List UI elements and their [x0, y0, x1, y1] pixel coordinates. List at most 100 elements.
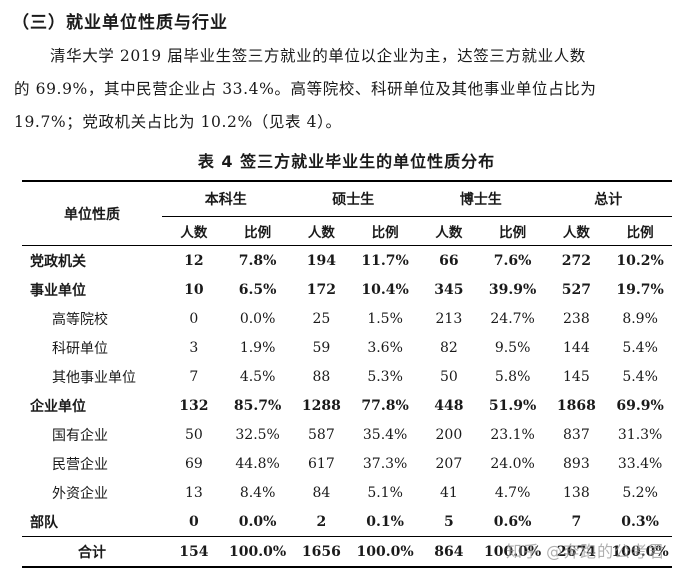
ratio-cell: 5.1%	[367, 484, 403, 501]
paragraph-line-3: 19.7%；党政机关占比为 10.2%（见表 4）。	[14, 113, 342, 131]
ratio-cell: 85.7%	[233, 397, 282, 414]
count-cell: 82	[439, 339, 458, 356]
count-cell: 41	[439, 484, 458, 501]
ratio-cell: 23.1%	[490, 426, 535, 443]
ratio-cell: 9.5%	[494, 339, 531, 356]
subheader-ratio: 比例	[353, 216, 417, 246]
count-cell: 13	[184, 484, 203, 501]
ratio-cell: 7.6%	[493, 252, 532, 269]
count-cell: 145	[563, 368, 590, 385]
row-label: 事业单位	[30, 282, 86, 299]
row-header-label: 单位性质	[22, 180, 162, 246]
watermark-text: 知乎 @奔跑的公考君	[506, 542, 666, 561]
table-row: 企业单位 132 85.7% 1288 77.8% 448 51.9% 1868 69.9%	[22, 391, 672, 420]
table-row: 外资企业 13 8.4% 84 5.1% 41 4.7% 138 5.2%	[22, 478, 672, 507]
ratio-cell: 10.4%	[361, 281, 409, 298]
table-title: 表 4 签三方就业毕业生的单位性质分布	[197, 152, 496, 171]
ratio-cell: 7.8%	[238, 252, 277, 269]
ratio-cell: 8.4%	[239, 484, 276, 501]
count-cell: 25	[312, 310, 331, 327]
ratio-cell: 0.0%	[238, 513, 277, 530]
count-cell: 132	[179, 397, 209, 414]
ratio-cell: 5.2%	[622, 484, 658, 501]
count-cell: 3	[189, 339, 199, 356]
group-header-doctoral: 博士生	[417, 180, 545, 217]
count-cell: 0	[189, 513, 199, 530]
count-cell: 207	[435, 455, 463, 472]
count-cell: 50	[439, 368, 458, 385]
ratio-cell: 5.4%	[622, 368, 658, 385]
section-heading: （三）就业单位性质与行业	[12, 13, 228, 33]
ratio-cell: 0.6%	[493, 513, 532, 530]
ratio-cell: 100.0%	[225, 536, 290, 568]
count-cell: 172	[306, 281, 336, 298]
count-cell: 1656	[289, 536, 354, 568]
ratio-cell: 4.7%	[494, 484, 531, 501]
ratio-cell: 5.4%	[622, 339, 658, 356]
ratio-cell: 77.8%	[361, 397, 409, 414]
ratio-cell: 33.4%	[617, 455, 663, 472]
ratio-cell: 32.5%	[235, 426, 280, 443]
subheader-ratio: 比例	[608, 216, 672, 246]
row-label: 合计	[22, 536, 162, 568]
count-cell: 587	[308, 426, 335, 443]
subheader-count: 人数	[417, 216, 481, 246]
ratio-cell: 5.8%	[494, 368, 531, 385]
table-row: 民营企业 69 44.8% 617 37.3% 207 24.0% 893 33.4%	[22, 449, 672, 478]
row-label: 高等院校	[52, 311, 108, 328]
ratio-cell: 8.9%	[622, 310, 658, 327]
ratio-cell: 3.6%	[367, 339, 403, 356]
ratio-cell: 37.3%	[362, 455, 408, 472]
count-cell: 2674	[544, 536, 609, 568]
table-row: 高等院校 0 0.0% 25 1.5% 213 24.7% 238 8.9%	[22, 304, 672, 333]
table-row: 合计 154 100.0% 1656 100.0% 864 100.0% 2674 100.0%	[22, 536, 672, 568]
ratio-cell: 39.9%	[488, 281, 537, 298]
ratio-cell: 10.2%	[616, 252, 664, 269]
row-label: 外资企业	[52, 485, 108, 502]
ratio-cell: 6.5%	[238, 281, 277, 298]
row-label: 科研单位	[52, 340, 108, 357]
row-label: 部队	[30, 514, 58, 531]
ratio-cell: 51.9%	[488, 397, 537, 414]
count-cell: 66	[439, 252, 459, 269]
subheader-ratio: 比例	[480, 216, 545, 246]
count-cell: 154	[162, 536, 226, 568]
count-cell: 88	[312, 368, 331, 385]
count-cell: 893	[563, 455, 590, 472]
count-cell: 527	[561, 281, 591, 298]
count-cell: 0	[189, 310, 199, 327]
paragraph-line-2: 的 69.9%，其中民营企业占 33.4%。高等院校、科研单位及其他事业单位占比…	[14, 80, 597, 98]
row-label: 党政机关	[30, 253, 86, 270]
ratio-cell: 31.3%	[617, 426, 663, 443]
count-cell: 837	[563, 426, 590, 443]
row-label: 国有企业	[52, 427, 108, 444]
subheader-count: 人数	[162, 216, 226, 246]
table-group-header-row: 单位性质 本科生 硕士生 博士生 总计	[22, 180, 672, 246]
count-cell: 138	[563, 484, 590, 501]
row-label: 民营企业	[52, 456, 108, 473]
ratio-cell: 44.8%	[235, 455, 280, 472]
count-cell: 7	[571, 513, 582, 530]
group-header-total: 总计	[544, 180, 672, 217]
table-row: 部队 0 0.0% 2 0.1% 5 0.6% 7 0.3%	[22, 507, 672, 537]
table-row: 其他事业单位 7 4.5% 88 5.3% 50 5.8% 145 5.4%	[22, 362, 672, 391]
ratio-cell: 0.1%	[366, 513, 404, 530]
subheader-count: 人数	[289, 216, 354, 246]
count-cell: 1288	[301, 397, 341, 414]
ratio-cell: 100.0%	[608, 536, 672, 568]
ratio-cell: 19.7%	[616, 281, 664, 298]
table-row: 国有企业 50 32.5% 587 35.4% 200 23.1% 837 31.3%	[22, 420, 672, 449]
ratio-cell: 1.9%	[239, 339, 276, 356]
ratio-cell: 11.7%	[361, 252, 409, 269]
count-cell: 84	[312, 484, 331, 501]
count-cell: 272	[561, 252, 591, 269]
count-cell: 2	[316, 513, 327, 530]
ratio-cell: 4.5%	[239, 368, 276, 385]
count-cell: 200	[435, 426, 463, 443]
count-cell: 7	[189, 368, 199, 385]
table-row: 党政机关 12 7.8% 194 11.7% 66 7.6% 272 10.2%	[22, 246, 672, 276]
ratio-cell: 0.0%	[239, 310, 276, 327]
ratio-cell: 5.3%	[367, 368, 403, 385]
count-cell: 5	[444, 513, 454, 530]
